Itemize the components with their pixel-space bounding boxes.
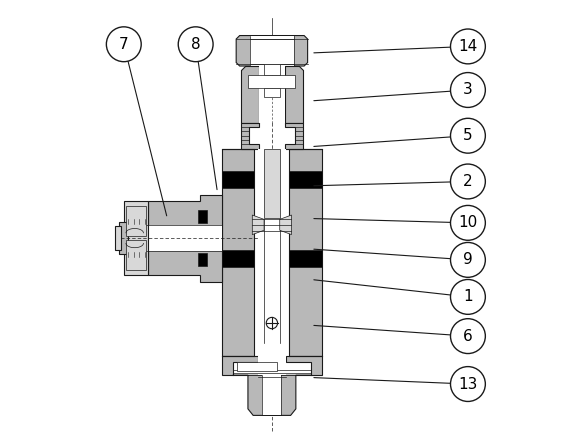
Bar: [115, 226, 121, 250]
Polygon shape: [285, 123, 303, 149]
Bar: [259, 66, 285, 123]
Circle shape: [451, 73, 485, 108]
Bar: [264, 88, 280, 97]
Circle shape: [178, 27, 213, 62]
Text: 14: 14: [458, 39, 477, 54]
Polygon shape: [241, 66, 259, 123]
Text: 10: 10: [458, 215, 477, 230]
Bar: [126, 240, 146, 270]
Circle shape: [266, 317, 278, 329]
Polygon shape: [285, 66, 303, 123]
Bar: [124, 201, 147, 275]
Bar: [264, 64, 280, 75]
Bar: [289, 171, 322, 187]
Polygon shape: [147, 194, 222, 282]
Circle shape: [451, 205, 485, 240]
Text: 2: 2: [463, 174, 473, 189]
Bar: [289, 250, 322, 267]
Bar: [262, 375, 282, 416]
Bar: [248, 75, 296, 88]
Circle shape: [451, 319, 485, 354]
Bar: [222, 149, 254, 356]
Text: 7: 7: [119, 37, 129, 52]
Circle shape: [106, 27, 141, 62]
Polygon shape: [233, 375, 311, 416]
Bar: [264, 149, 280, 218]
Text: 13: 13: [458, 377, 477, 392]
Bar: [237, 362, 277, 371]
Text: 5: 5: [463, 128, 473, 143]
Polygon shape: [286, 356, 322, 375]
Bar: [222, 250, 254, 267]
Circle shape: [451, 280, 485, 314]
Circle shape: [451, 118, 485, 153]
Polygon shape: [280, 215, 292, 235]
Bar: [126, 206, 146, 236]
Text: 3: 3: [463, 83, 473, 97]
Text: 8: 8: [191, 37, 201, 52]
Circle shape: [451, 164, 485, 199]
Circle shape: [451, 29, 485, 64]
Bar: [258, 356, 286, 375]
Bar: [132, 225, 222, 251]
Polygon shape: [236, 35, 308, 66]
Circle shape: [451, 243, 485, 277]
Polygon shape: [252, 215, 264, 235]
Text: 1: 1: [463, 289, 473, 305]
Polygon shape: [222, 356, 258, 375]
Bar: [222, 171, 254, 187]
Text: 9: 9: [463, 253, 473, 267]
Bar: [250, 35, 294, 66]
Bar: [289, 149, 322, 356]
Bar: [198, 210, 206, 223]
Text: 6: 6: [463, 329, 473, 343]
Bar: [198, 253, 206, 266]
Bar: [120, 222, 128, 254]
Bar: [258, 149, 286, 356]
Polygon shape: [241, 123, 259, 149]
Circle shape: [451, 367, 485, 402]
